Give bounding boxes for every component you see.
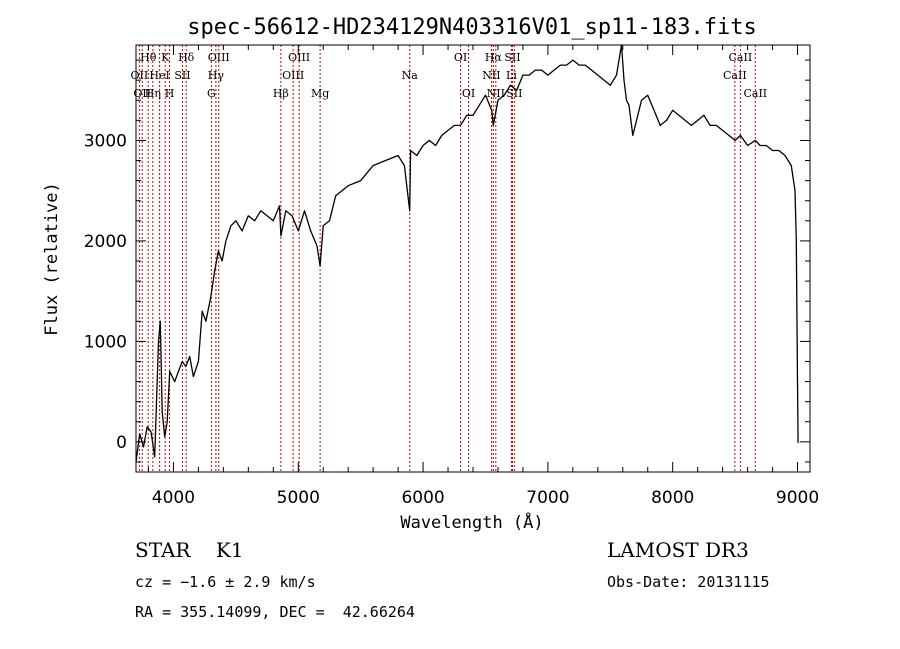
spectral-line-label: Hθ — [140, 51, 157, 64]
survey-name: LAMOST DR3 — [607, 538, 749, 562]
y-tick-label: 2000 — [84, 232, 127, 252]
spectral-line-label: Mg — [311, 87, 329, 100]
y-tick-label: 1000 — [84, 332, 127, 352]
spectral-line-label: OI — [462, 87, 475, 100]
spectral-line-label: SII — [174, 69, 190, 82]
x-tick-label: 9000 — [776, 488, 819, 508]
spectral-line-label: CaII — [729, 51, 753, 64]
spectral-line-label: OI — [454, 51, 467, 64]
spectral-line-label: Hβ — [273, 87, 289, 100]
spectral-line-label: OII — [131, 69, 149, 82]
spectral-line-label: NII — [482, 69, 500, 82]
y-axis-title: Flux (relative) — [42, 182, 62, 336]
plot-frame — [135, 44, 811, 473]
spectral-line-label: Na — [402, 69, 419, 82]
spectral-line-label: OIII — [288, 51, 310, 64]
spectral-line-label: OIII — [282, 69, 304, 82]
spectral-line-label: OIII — [208, 51, 230, 64]
chart-title: spec-56612-HD234129N403316V01_sp11-183.f… — [187, 15, 757, 40]
redshift-velocity: cz = −1.6 ± 2.9 km/s — [135, 573, 316, 591]
x-tick-label: 7000 — [526, 488, 569, 508]
x-tick-label: 6000 — [401, 488, 444, 508]
object-class: STAR K1 — [135, 538, 244, 562]
spectral-line-label: Hγ — [208, 69, 225, 82]
spectrum-series-line — [135, 44, 799, 463]
spectral-line-label: Li — [506, 69, 517, 82]
axis-ticks: 4000 5000 6000 7000 8000 9000 0 1000 2000 3000 — [84, 45, 819, 508]
spectral-line-label: Hδ — [178, 51, 195, 64]
x-tick-label: 8000 — [651, 488, 694, 508]
spectral-line-label: NII — [487, 87, 505, 100]
spectral-line-label: Hα — [485, 51, 503, 64]
spectral-line-label: OII — [133, 87, 151, 100]
spectral-line-label: SII — [506, 87, 522, 100]
spectral-line-label: K — [161, 51, 170, 64]
spectral-line-label: CaII — [723, 69, 747, 82]
y-tick-label: 3000 — [84, 131, 127, 151]
x-axis-title: Wavelength (Å) — [400, 511, 543, 533]
coordinates: RA = 355.14099, DEC = 42.66264 — [135, 603, 415, 621]
spectral-line-label: SII — [504, 51, 520, 64]
spectral-line-markers — [138, 45, 756, 472]
x-tick-label: 5000 — [277, 488, 320, 508]
spectral-line-label: G — [207, 87, 216, 100]
spectral-line-labels: OII OII Hθ Hη HeI K H SII Hδ G Hγ OIII Hβ OIII OIII Mg N… — [131, 51, 768, 100]
y-tick-label: 0 — [116, 433, 127, 453]
x-tick-label: 4000 — [152, 488, 195, 508]
observation-date: Obs-Date: 20131115 — [607, 573, 770, 591]
spectral-line-label: Hη — [145, 87, 161, 100]
spectral-line-label: HeI — [149, 69, 169, 82]
spectral-line-label: H — [165, 87, 175, 100]
spectral-line-label: CaII — [743, 87, 767, 100]
